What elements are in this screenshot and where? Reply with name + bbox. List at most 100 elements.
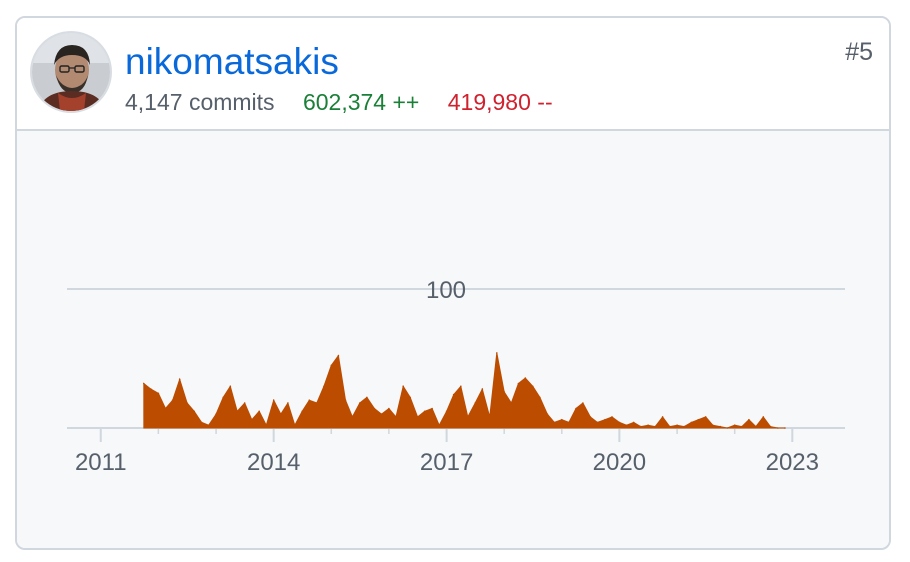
- commit-count[interactable]: 4,147 commits: [125, 89, 275, 115]
- data-point: [438, 424, 441, 427]
- data-point: [178, 378, 181, 381]
- x-tick-label: 2020: [593, 449, 646, 476]
- data-point: [741, 425, 743, 428]
- avatar-image: [32, 33, 110, 111]
- data-point: [380, 413, 383, 415]
- data-point: [150, 388, 152, 390]
- data-point: [171, 399, 174, 402]
- data-point: [467, 416, 469, 418]
- data-point: [186, 402, 188, 404]
- data-point: [683, 425, 685, 428]
- data-point: [395, 416, 397, 418]
- data-point: [229, 385, 232, 388]
- data-point: [351, 416, 354, 418]
- data-point: [294, 424, 296, 427]
- data-point: [200, 421, 203, 424]
- data-point: [460, 385, 462, 388]
- user-avatar[interactable]: [32, 33, 110, 111]
- deletions-count: 419,980 --: [447, 89, 553, 115]
- data-point: [402, 385, 405, 388]
- data-point: [416, 416, 419, 418]
- data-point: [388, 407, 390, 410]
- data-point: [236, 410, 238, 413]
- data-point: [575, 407, 577, 410]
- data-point: [316, 402, 318, 404]
- data-point: [280, 413, 282, 415]
- data-point: [539, 396, 541, 399]
- data-point: [719, 425, 721, 428]
- data-point: [157, 392, 160, 395]
- data-point: [589, 416, 592, 418]
- data-point: [481, 388, 484, 390]
- commit-activity-chart: 100 2011 2014 2017 2020 2023: [17, 131, 889, 548]
- data-point: [690, 421, 693, 424]
- contributor-card: nikomatsakis 4,147 commits 602,374 ++ 41…: [15, 16, 891, 550]
- data-point: [676, 424, 678, 427]
- data-point: [733, 424, 736, 427]
- data-point: [193, 410, 195, 413]
- data-point: [524, 377, 527, 379]
- data-point: [639, 425, 642, 428]
- username-link[interactable]: nikomatsakis: [125, 41, 339, 82]
- data-point: [510, 402, 513, 404]
- data-point: [647, 424, 649, 427]
- data-point: [762, 416, 765, 418]
- data-point: [445, 410, 448, 413]
- data-point: [604, 418, 606, 421]
- data-point: [568, 421, 570, 424]
- data-point: [359, 402, 361, 404]
- data-point: [532, 385, 534, 388]
- data-point: [546, 413, 549, 415]
- data-point: [769, 425, 772, 428]
- data-point: [431, 407, 433, 410]
- data-point: [344, 399, 347, 402]
- data-point: [697, 418, 700, 421]
- chart-svg: 100 2011 2014 2017 2020 2023: [67, 277, 845, 476]
- data-point: [423, 410, 426, 413]
- data-point: [452, 393, 455, 396]
- data-point: [712, 424, 714, 427]
- data-point: [409, 396, 412, 399]
- x-tick-label: 2023: [766, 449, 819, 476]
- data-point: [251, 418, 253, 421]
- data-point: [287, 402, 289, 404]
- data-point: [661, 416, 664, 418]
- x-tick-label: 2011: [75, 449, 127, 476]
- data-point: [265, 424, 268, 427]
- data-point: [272, 399, 275, 402]
- additions-count: 602,374 ++: [302, 89, 420, 115]
- data-point: [207, 424, 210, 427]
- data-point: [301, 410, 304, 413]
- data-point: [330, 364, 333, 367]
- data-point: [561, 418, 563, 421]
- data-point: [632, 421, 635, 424]
- data-point: [164, 407, 167, 410]
- data-point: [258, 410, 260, 413]
- contribution-stats: 4,147 commits 602,374 ++ 419,980 --: [125, 88, 553, 116]
- data-point: [654, 425, 656, 428]
- data-point: [704, 416, 707, 418]
- data-point: [755, 425, 757, 428]
- data-point: [243, 402, 246, 404]
- data-point: [308, 399, 311, 402]
- data-point: [215, 413, 217, 415]
- data-point: [582, 402, 584, 404]
- data-point: [596, 421, 599, 424]
- data-point: [668, 425, 671, 428]
- y-tick-label: 100: [426, 277, 466, 304]
- data-point: [726, 427, 729, 429]
- data-point: [784, 427, 786, 429]
- data-point: [143, 382, 145, 385]
- data-point: [366, 396, 368, 399]
- contributor-header: nikomatsakis 4,147 commits 602,374 ++ 41…: [17, 18, 889, 131]
- data-point: [611, 416, 613, 418]
- data-point: [618, 421, 621, 424]
- data-point: [503, 391, 506, 393]
- data-point: [474, 402, 477, 404]
- data-point: [625, 424, 628, 427]
- data-point: [323, 385, 325, 388]
- contributor-rank: #5: [845, 38, 873, 66]
- commits-area-series: [143, 352, 785, 429]
- data-point: [337, 354, 340, 357]
- data-point: [553, 421, 556, 424]
